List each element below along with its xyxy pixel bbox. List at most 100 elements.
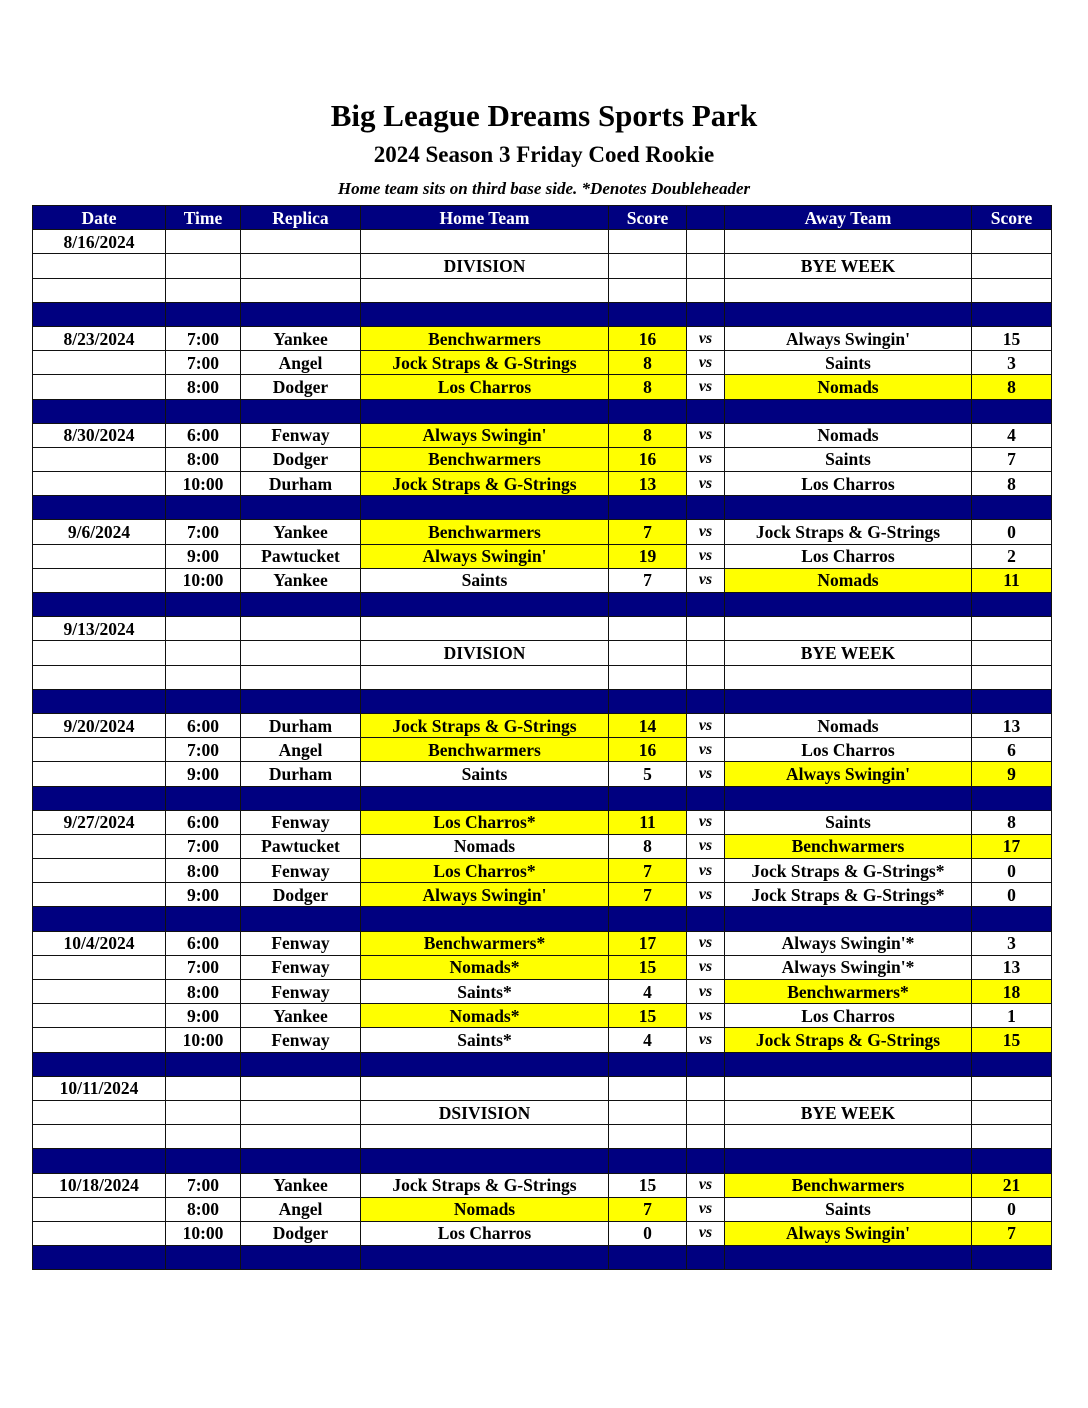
- separator-cell: [971, 301, 1052, 327]
- cell-away-score: 4: [971, 422, 1052, 448]
- separator-cell: [608, 785, 687, 811]
- cell-away: Benchwarmers: [724, 833, 972, 860]
- separator-cell: [724, 906, 972, 932]
- separator-cell: [360, 495, 609, 521]
- cell-time: 8:00: [165, 374, 241, 400]
- separator-cell: [32, 1245, 166, 1271]
- table-row: 8/23/2024 7:00 Yankee Benchwarmers 16 vs Alway…: [32, 325, 1052, 352]
- cell-date: [32, 253, 166, 279]
- cell-vs: vs: [686, 567, 725, 594]
- table-row: 9/13/2024: [32, 616, 1052, 642]
- cell-date: 9/27/2024: [32, 809, 166, 835]
- cell-replica: Fenway: [240, 954, 361, 981]
- separator-cell: [686, 785, 725, 811]
- cell-away-score: 15: [971, 1027, 1052, 1053]
- cell-home-score: [608, 1124, 687, 1150]
- cell-replica: Dodger: [240, 446, 361, 473]
- separator-cell: [240, 688, 361, 714]
- separator-cell: [971, 398, 1052, 424]
- cell-home-score: 5: [608, 761, 687, 787]
- cell-home-score: 8: [608, 422, 687, 448]
- table-row: 10/18/2024 7:00 Yankee Jock Straps & G-Stri…: [32, 1172, 1052, 1198]
- separator-cell: [165, 785, 241, 811]
- separator-cell: [686, 301, 725, 327]
- cell-replica: Yankee: [240, 1172, 361, 1198]
- separator-cell: [686, 495, 725, 521]
- separator-cell: [724, 1245, 972, 1271]
- cell-away-score: 13: [971, 712, 1052, 739]
- cell-away-score: 3: [971, 930, 1052, 956]
- cell-vs: vs: [686, 930, 725, 956]
- cell-time: 7:00: [165, 325, 241, 352]
- cell-away: Jock Straps & G-Strings: [724, 1027, 972, 1053]
- cell-away-score: 0: [971, 519, 1052, 545]
- cell-away: Saints: [724, 446, 972, 473]
- table-header-row: Date Time Replica Home Team Score Away T…: [32, 204, 1052, 231]
- cell-replica: Durham: [240, 761, 361, 787]
- separator-cell: [724, 1148, 972, 1174]
- cell-away: Benchwarmers*: [724, 978, 972, 1005]
- cell-away: Los Charros: [724, 737, 972, 763]
- cell-away-score: [971, 1099, 1052, 1126]
- col-time: Time: [165, 204, 241, 231]
- cell-vs: vs: [686, 422, 725, 448]
- separator-cell: [165, 301, 241, 327]
- cell-time: 7:00: [165, 519, 241, 545]
- cell-home-score: [608, 253, 687, 279]
- cell-home-score: 19: [608, 543, 687, 569]
- separator-cell: [165, 591, 241, 618]
- cell-replica: Fenway: [240, 1027, 361, 1053]
- separator-cell: [360, 785, 609, 811]
- separator-cell: [360, 906, 609, 932]
- cell-home: Los Charros*: [360, 809, 609, 835]
- cell-date: [32, 1027, 166, 1053]
- cell-replica: [240, 1124, 361, 1150]
- cell-date: 10/4/2024: [32, 930, 166, 956]
- cell-date: 8/16/2024: [32, 229, 166, 255]
- cell-home: Jock Straps & G-Strings: [360, 350, 609, 376]
- cell-vs: [686, 1099, 725, 1126]
- cell-date: [32, 858, 166, 884]
- separator-cell: [240, 1051, 361, 1077]
- cell-home-score: [608, 1099, 687, 1126]
- cell-replica: Pawtucket: [240, 833, 361, 860]
- cell-date: [32, 833, 166, 860]
- separator-cell: [360, 688, 609, 714]
- separator-cell: [32, 785, 166, 811]
- cell-replica: [240, 229, 361, 255]
- separator-cell: [165, 1051, 241, 1077]
- cell-away: BYE WEEK: [724, 253, 972, 279]
- separator-cell: [32, 591, 166, 618]
- cell-vs: vs: [686, 761, 725, 787]
- cell-home-score: 7: [608, 1196, 687, 1222]
- cell-time: 10:00: [165, 1220, 241, 1247]
- cell-replica: Dodger: [240, 882, 361, 908]
- table-row: 7:00 Fenway Nomads* 15 vs Always Swingin'* 13: [32, 954, 1052, 981]
- cell-home-score: 7: [608, 519, 687, 545]
- cell-time: 6:00: [165, 422, 241, 448]
- cell-vs: vs: [686, 858, 725, 884]
- cell-away-score: [971, 1075, 1052, 1101]
- week-separator-row: [32, 1051, 1052, 1077]
- cell-home: Nomads*: [360, 1003, 609, 1029]
- table-row: 8/30/2024 6:00 Fenway Always Swingin' 8 vs Nom…: [32, 422, 1052, 448]
- cell-home-score: 15: [608, 954, 687, 981]
- cell-vs: vs: [686, 882, 725, 908]
- cell-vs: [686, 664, 725, 690]
- cell-home: Nomads: [360, 833, 609, 860]
- table-row: 9:00 Durham Saints 5 vs Always Swingin' 9: [32, 761, 1052, 787]
- separator-cell: [686, 398, 725, 424]
- cell-replica: [240, 1099, 361, 1126]
- separator-cell: [165, 906, 241, 932]
- cell-home-score: 15: [608, 1172, 687, 1198]
- cell-home-score: 8: [608, 833, 687, 860]
- table-row: 9:00 Dodger Always Swingin' 7 vs Jock Straps …: [32, 882, 1052, 908]
- cell-home-score: [608, 1075, 687, 1101]
- separator-cell: [971, 591, 1052, 618]
- cell-date: [32, 978, 166, 1005]
- separator-cell: [971, 906, 1052, 932]
- cell-away: Los Charros: [724, 1003, 972, 1029]
- cell-away-score: 9: [971, 761, 1052, 787]
- cell-vs: vs: [686, 446, 725, 473]
- cell-date: [32, 1099, 166, 1126]
